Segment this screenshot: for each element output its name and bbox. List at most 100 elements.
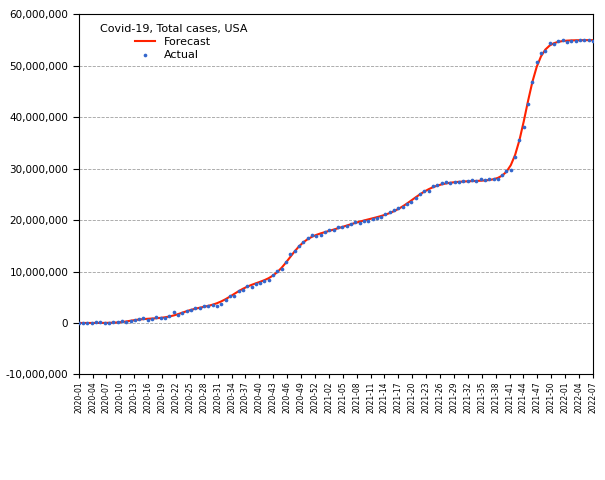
Forecast <box>430 184 437 190</box>
Actual <box>445 180 455 187</box>
Actual <box>165 312 174 320</box>
Actual <box>411 194 420 202</box>
Actual <box>540 47 550 55</box>
Actual <box>419 188 429 195</box>
Actual <box>173 312 183 319</box>
Actual <box>238 286 247 294</box>
Actual <box>364 217 373 225</box>
Actual <box>342 222 352 229</box>
Actual <box>212 302 222 310</box>
Actual <box>78 319 88 326</box>
Actual <box>156 314 166 322</box>
Actual <box>381 210 390 217</box>
Actual <box>87 319 96 327</box>
Actual <box>290 247 299 255</box>
Actual <box>454 178 464 186</box>
Actual <box>376 214 386 221</box>
Actual <box>394 204 404 212</box>
Actual <box>294 242 304 250</box>
Actual <box>433 181 442 189</box>
Actual <box>549 40 559 48</box>
Actual <box>251 280 261 288</box>
Actual <box>195 304 204 312</box>
Actual <box>558 36 567 44</box>
Actual <box>147 315 157 323</box>
Actual <box>169 309 178 316</box>
Actual <box>312 232 321 240</box>
Actual <box>177 310 187 317</box>
Actual <box>234 287 243 295</box>
Actual <box>186 306 196 313</box>
Actual <box>243 282 252 290</box>
Actual <box>350 218 360 226</box>
Actual <box>199 302 209 310</box>
Actual <box>575 36 585 44</box>
Actual <box>264 276 273 284</box>
Actual <box>247 284 257 291</box>
Forecast <box>183 308 191 314</box>
Actual <box>528 78 537 86</box>
Actual <box>298 239 308 246</box>
Actual <box>273 267 283 275</box>
Actual <box>389 206 399 214</box>
Actual <box>182 307 192 315</box>
Actual <box>96 318 105 326</box>
Actual <box>554 37 563 45</box>
Actual <box>281 258 291 265</box>
Actual <box>286 250 295 258</box>
Actual <box>91 318 101 325</box>
Actual <box>463 177 473 185</box>
Actual <box>104 319 114 326</box>
Actual <box>480 177 489 184</box>
Forecast <box>75 320 82 326</box>
Actual <box>571 36 580 44</box>
Actual <box>372 215 382 222</box>
Line: Forecast: Forecast <box>79 40 593 323</box>
Actual <box>385 208 394 216</box>
Forecast <box>214 300 221 306</box>
Actual <box>402 201 412 208</box>
Forecast <box>481 178 488 183</box>
Actual <box>333 224 343 231</box>
Actual <box>329 227 338 234</box>
Actual <box>467 176 477 184</box>
Actual <box>152 313 162 321</box>
Actual <box>303 234 313 241</box>
Actual <box>260 277 269 285</box>
Actual <box>562 38 572 46</box>
Actual <box>320 228 330 236</box>
Actual <box>510 154 520 161</box>
Actual <box>536 49 546 57</box>
Actual <box>580 36 589 44</box>
Actual <box>122 319 131 326</box>
Actual <box>255 279 265 287</box>
Actual <box>532 58 541 66</box>
Actual <box>515 136 525 144</box>
Actual <box>82 319 92 327</box>
Actual <box>359 216 368 224</box>
Actual <box>428 182 438 190</box>
Forecast <box>572 37 579 43</box>
Forecast <box>589 37 597 43</box>
Actual <box>450 178 459 185</box>
Actual <box>566 37 576 45</box>
Actual <box>523 100 533 108</box>
Actual <box>203 302 213 310</box>
Actual <box>225 292 235 300</box>
Actual <box>519 123 529 131</box>
Actual <box>208 301 217 309</box>
Actual <box>588 37 598 45</box>
Actual <box>502 168 511 175</box>
Actual <box>485 176 494 183</box>
Actual <box>229 292 239 300</box>
Actual <box>100 319 110 327</box>
Actual <box>545 39 555 47</box>
Actual <box>324 226 334 234</box>
Actual <box>160 314 170 322</box>
Actual <box>424 187 434 194</box>
Actual <box>126 317 136 324</box>
Actual <box>108 318 118 326</box>
Actual <box>355 219 364 227</box>
Actual <box>217 300 226 307</box>
Actual <box>139 315 148 323</box>
